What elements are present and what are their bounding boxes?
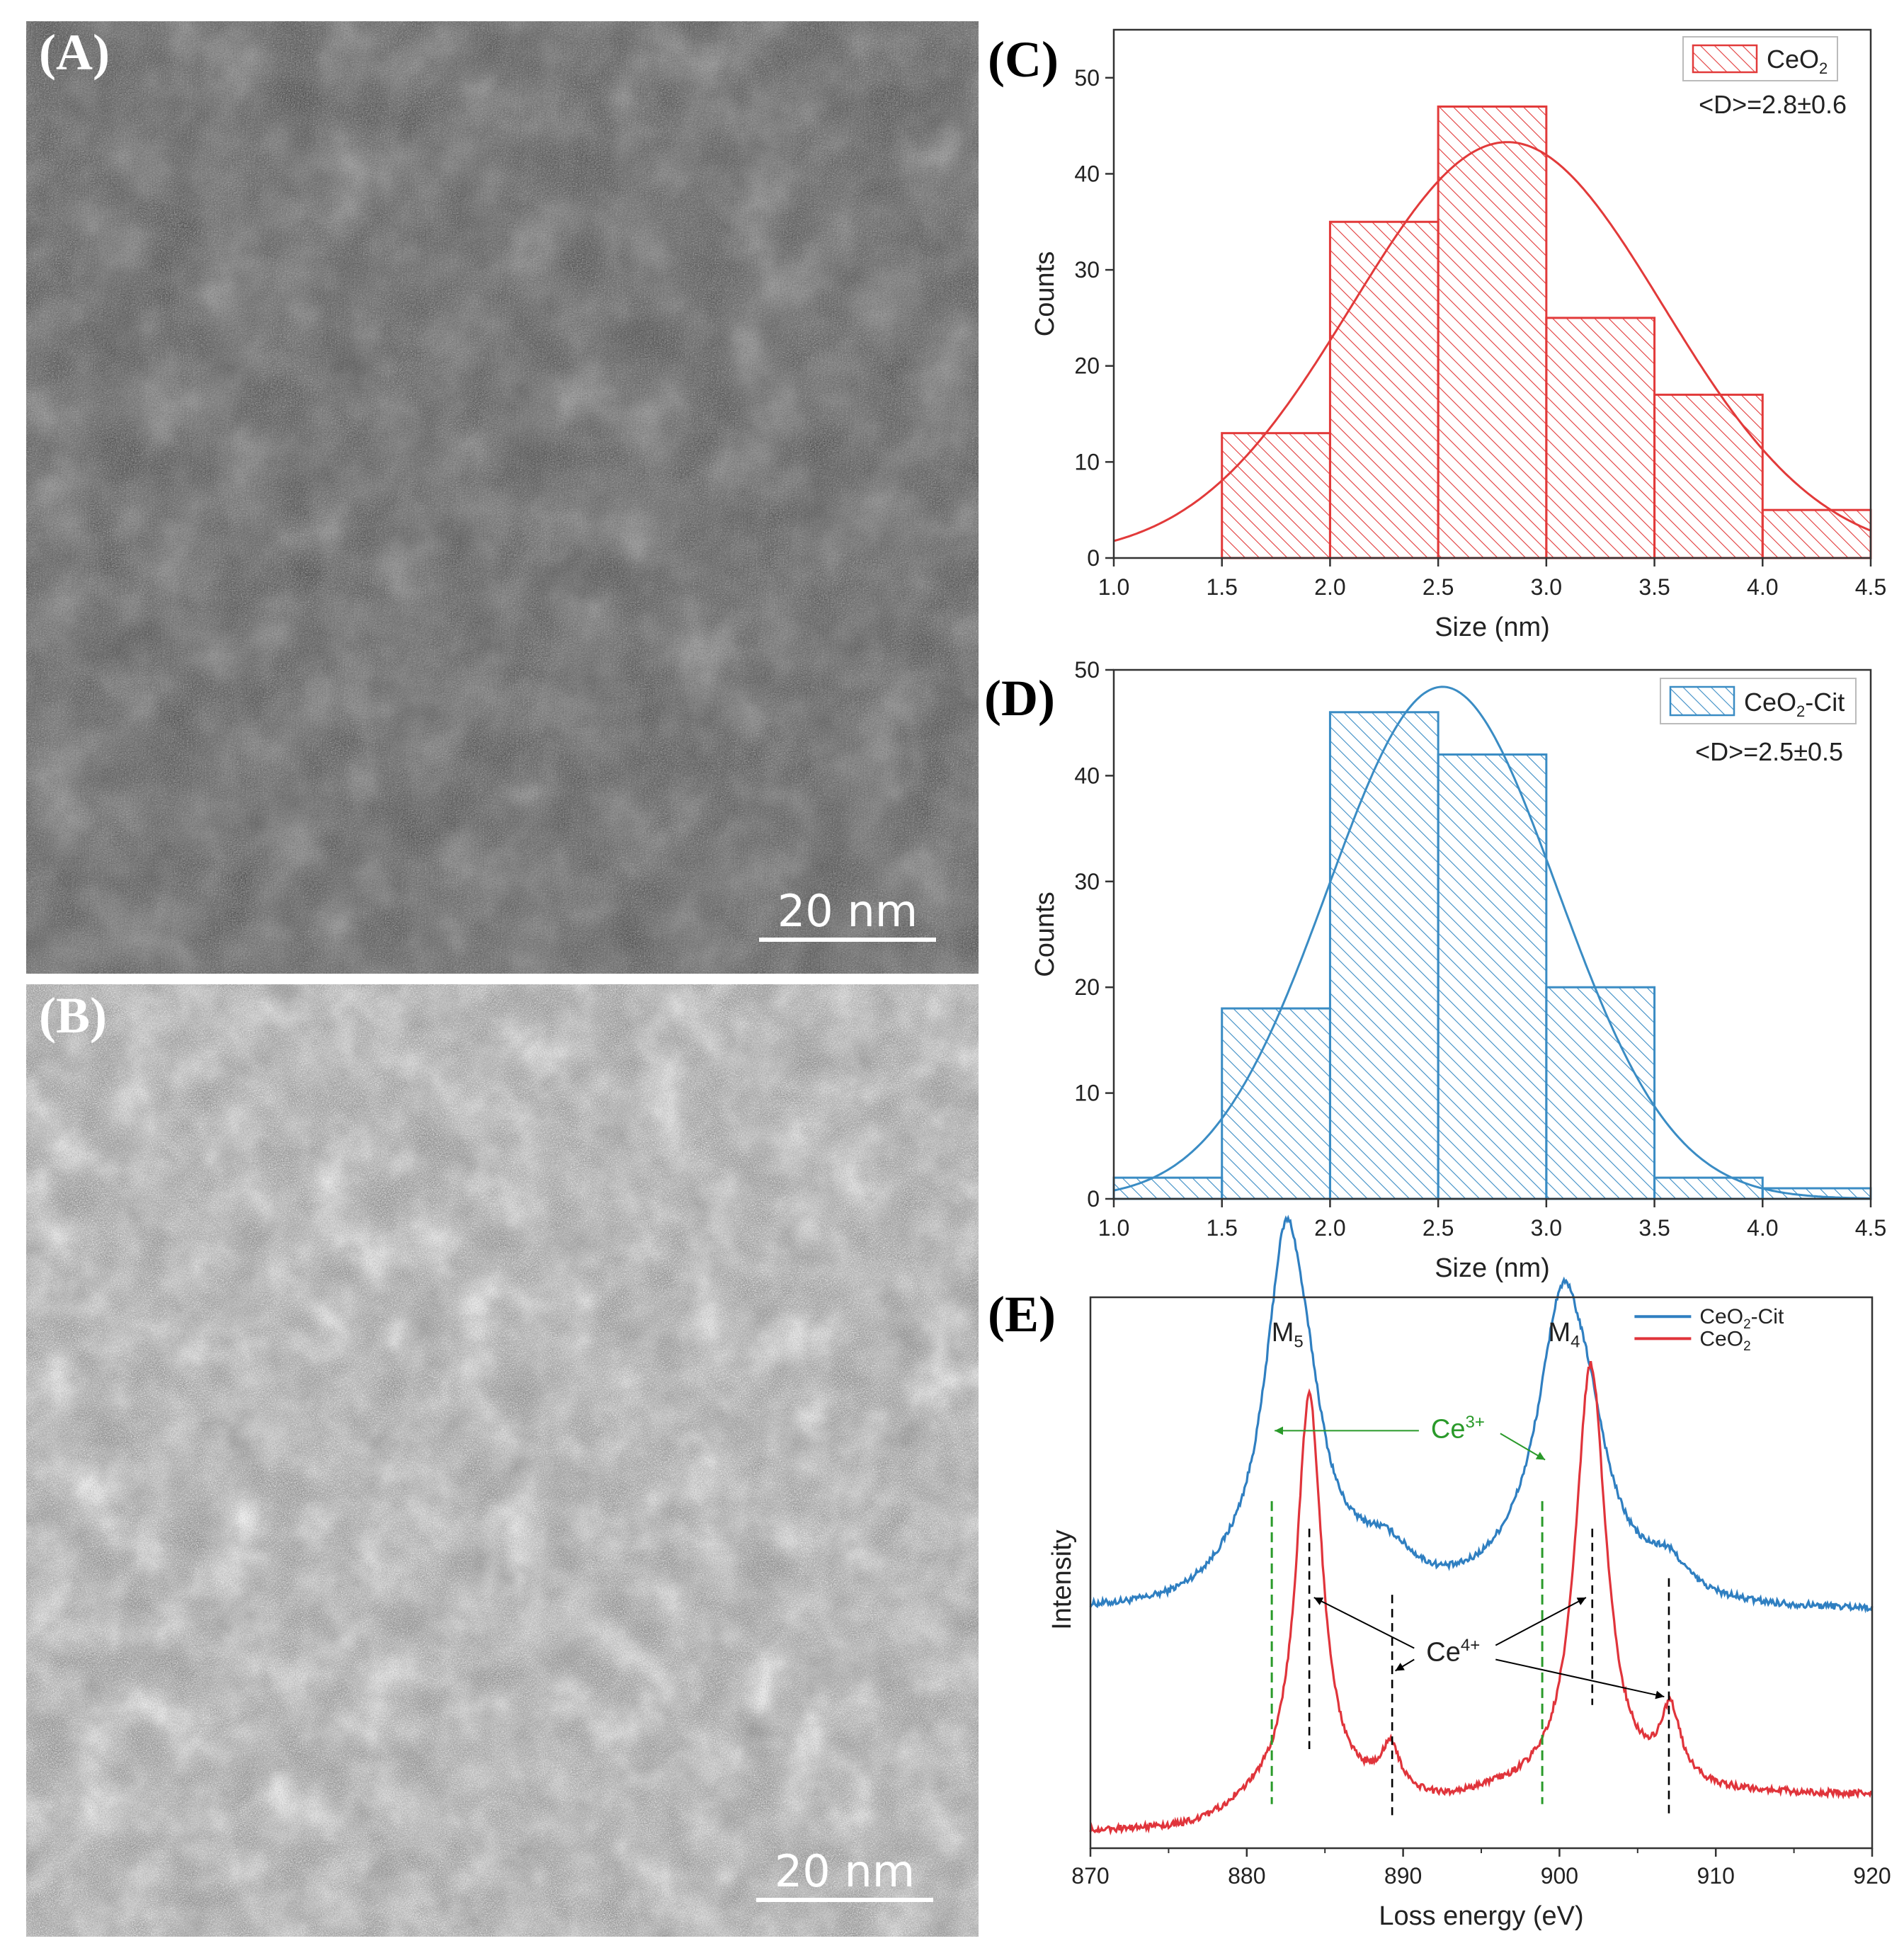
y-tick-label: 20: [1074, 353, 1100, 379]
scale-bar-a-label: 20 nm: [777, 885, 918, 937]
x-tick-label: 1.0: [1098, 1215, 1129, 1241]
y-tick-label: 0: [1087, 545, 1100, 571]
ce3-arrow: [1500, 1433, 1546, 1461]
histogram-chart-c: 1.0 1.5 2.0 2.5 3.0 3.5 4.0 4.5 0 10 20 30 40 50 Size …: [1030, 28, 1886, 642]
hist-bar-fill: [1762, 1188, 1871, 1199]
hist-bar-fill: [1654, 394, 1763, 558]
y-tick-label: 40: [1074, 763, 1100, 788]
hist-bar-fill: [1221, 433, 1330, 558]
x-tick-label: 4.5: [1855, 574, 1886, 600]
panel-label-d: (D): [984, 670, 1055, 727]
ce4-arrow: [1495, 1597, 1587, 1646]
x-tick-label: 3.0: [1531, 574, 1562, 600]
x-tick-label: 890: [1384, 1863, 1422, 1889]
x-tick-label: 880: [1228, 1863, 1265, 1889]
y-tick-label: 0: [1087, 1186, 1100, 1212]
hist-bar-fill: [1330, 222, 1439, 558]
mean-size-annotation: <D>=2.8±0.6: [1699, 90, 1847, 119]
hist-bar-fill: [1221, 1008, 1330, 1199]
x-tick-label: 4.0: [1747, 1215, 1778, 1241]
x-tick-label: 2.0: [1314, 1215, 1345, 1241]
x-axis-label: Size (nm): [1435, 1253, 1550, 1283]
y-axis-label: Intensity: [1047, 1530, 1077, 1630]
hist-bar-fill: [1330, 712, 1439, 1199]
hist-bar-fill: [1762, 510, 1871, 558]
scale-bar-b-label: 20 nm: [774, 1845, 916, 1897]
scale-bar-a: 20 nm: [759, 885, 936, 942]
legend-swatch: [1692, 44, 1758, 74]
x-tick-label: 3.0: [1531, 1215, 1562, 1241]
tem-image-b: [26, 984, 979, 1937]
x-tick-label: 4.0: [1747, 574, 1778, 600]
scale-bar-a-line: [759, 938, 936, 942]
x-tick-label: 870: [1071, 1863, 1109, 1889]
x-tick-label: 910: [1697, 1863, 1735, 1889]
panel-label-b: (B): [39, 987, 107, 1044]
y-tick-label: 30: [1074, 869, 1100, 894]
peak-label: M4: [1549, 1318, 1580, 1351]
x-tick-label: 2.0: [1314, 574, 1345, 600]
hist-bar-fill: [1114, 1178, 1222, 1199]
tem-texture-b: [26, 984, 979, 1937]
legend-label-red: CeO2: [1699, 1327, 1750, 1354]
ce3-label: Ce3+: [1431, 1413, 1485, 1444]
x-tick-label: 1.0: [1098, 574, 1129, 600]
gaussian-fit-line: [1113, 685, 1871, 1200]
spectrum-line-red: [1089, 1361, 1873, 1836]
peak-label: M5: [1272, 1318, 1304, 1351]
legend-label: CeO2: [1767, 45, 1828, 77]
hist-bar-fill: [1654, 1178, 1763, 1199]
x-axis-label: Loss energy (eV): [1379, 1901, 1583, 1931]
x-tick-label: 4.5: [1855, 1215, 1886, 1241]
tem-texture-a: [26, 21, 979, 974]
plot-frame: [1112, 28, 1872, 559]
tem-image-a: [26, 21, 979, 974]
x-tick-label: 3.5: [1638, 574, 1670, 600]
ce4-label: Ce4+: [1426, 1636, 1480, 1667]
legend-label-blue: CeO2-Cit: [1699, 1305, 1784, 1332]
spectrum-line-blue: [1089, 1214, 1874, 1614]
legend-swatch: [1669, 685, 1735, 717]
hist-bar-fill: [1438, 106, 1546, 558]
panel-label-e: (E): [988, 1286, 1056, 1343]
y-tick-label: 50: [1074, 65, 1100, 91]
panel-label-a: (A): [39, 24, 110, 81]
plot-frame: [1112, 668, 1872, 1200]
x-tick-label: 1.5: [1206, 574, 1237, 600]
x-tick-label: 3.5: [1638, 1215, 1670, 1241]
y-tick-label: 10: [1074, 1081, 1100, 1106]
panel-label-c: (C): [988, 31, 1059, 88]
legend-label: CeO2-Cit: [1744, 688, 1845, 720]
y-tick-label: 10: [1074, 449, 1100, 474]
y-tick-label: 30: [1074, 257, 1100, 283]
y-tick-label: 40: [1074, 161, 1100, 186]
x-tick-label: 1.5: [1206, 1215, 1237, 1241]
x-tick-label: 2.5: [1423, 574, 1454, 600]
scale-bar-b: 20 nm: [756, 1845, 933, 1902]
y-axis-label: Counts: [1030, 251, 1060, 336]
y-axis-label: Counts: [1030, 892, 1060, 976]
x-tick-label: 900: [1541, 1863, 1578, 1889]
y-tick-label: 50: [1074, 657, 1100, 683]
hist-bar-fill: [1546, 987, 1655, 1199]
hist-bar-fill: [1438, 754, 1546, 1199]
ce4-arrow: [1495, 1658, 1665, 1699]
x-tick-label: 2.5: [1423, 1215, 1454, 1241]
scale-bar-b-line: [756, 1898, 933, 1902]
mean-size-annotation: <D>=2.5±0.5: [1695, 737, 1843, 766]
plot-frame: [1089, 1296, 1874, 1850]
eels-chart-e: M5 M4 Ce3+ Ce4+ 870 880 890 900 910 920 Loss energ…: [1047, 1214, 1891, 1931]
histogram-chart-d: 1.0 1.5 2.0 2.5 3.0 3.5 4.0 4.5 0 10 20 30 40 50 Size …: [1030, 657, 1886, 1283]
ce4-arrow: [1313, 1597, 1415, 1649]
gaussian-fit-line: [1113, 141, 1871, 542]
x-tick-label: 920: [1853, 1863, 1891, 1889]
hist-bar-fill: [1546, 317, 1655, 558]
ce4-arrow: [1395, 1658, 1415, 1672]
x-axis-label: Size (nm): [1435, 613, 1550, 642]
y-tick-label: 20: [1074, 974, 1100, 1000]
